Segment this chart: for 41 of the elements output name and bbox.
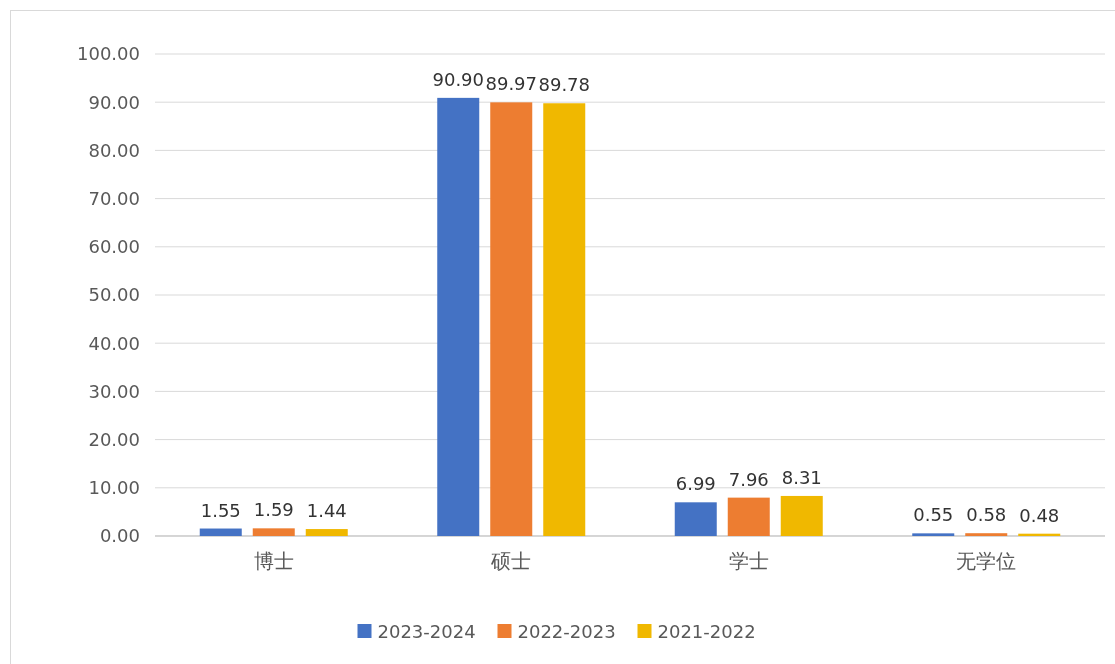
data-label: 1.59: [253, 499, 294, 521]
y-tick-label: 100.00: [77, 43, 140, 65]
legend-label: 2022-2023: [517, 621, 616, 643]
y-tick-label: 80.00: [88, 139, 140, 161]
data-label: 0.55: [913, 504, 954, 526]
data-label: 0.58: [966, 504, 1007, 526]
bar: [490, 102, 533, 536]
y-tick-label: 0.00: [99, 525, 140, 547]
y-tick-label: 70.00: [88, 187, 140, 209]
bar: [727, 497, 770, 536]
data-label: 89.78: [538, 74, 591, 96]
bar: [965, 533, 1008, 536]
y-tick-label: 40.00: [88, 332, 140, 354]
bar: [780, 495, 823, 536]
data-label: 1.44: [306, 500, 347, 522]
data-label: 89.97: [485, 73, 538, 95]
x-tick-label: 无学位: [956, 549, 1017, 573]
data-label: 8.31: [781, 466, 822, 488]
bar: [437, 97, 480, 536]
data-label: 7.96: [728, 468, 769, 490]
y-tick-label: 50.00: [88, 284, 140, 306]
bar: [305, 529, 348, 536]
y-tick-label: 60.00: [88, 236, 140, 258]
legend-label: 2023-2024: [377, 621, 476, 643]
bar: [199, 528, 242, 536]
data-label: 1.55: [200, 499, 241, 521]
y-tick-label: 30.00: [88, 380, 140, 402]
data-label: 6.99: [675, 473, 716, 495]
y-tick-label: 20.00: [88, 428, 140, 450]
x-tick-label: 硕士: [490, 549, 532, 573]
bar: [543, 103, 586, 536]
data-label: 90.90: [432, 68, 485, 90]
legend-label: 2021-2022: [657, 621, 756, 643]
y-tick-label: 90.00: [88, 91, 140, 113]
bar: [252, 528, 295, 536]
bar: [674, 502, 717, 536]
bar: [912, 533, 955, 536]
x-tick-label: 学士: [728, 549, 769, 573]
data-label: 0.48: [1019, 504, 1060, 526]
y-tick-label: 10.00: [88, 477, 140, 499]
x-tick-label: 博士: [253, 549, 294, 573]
